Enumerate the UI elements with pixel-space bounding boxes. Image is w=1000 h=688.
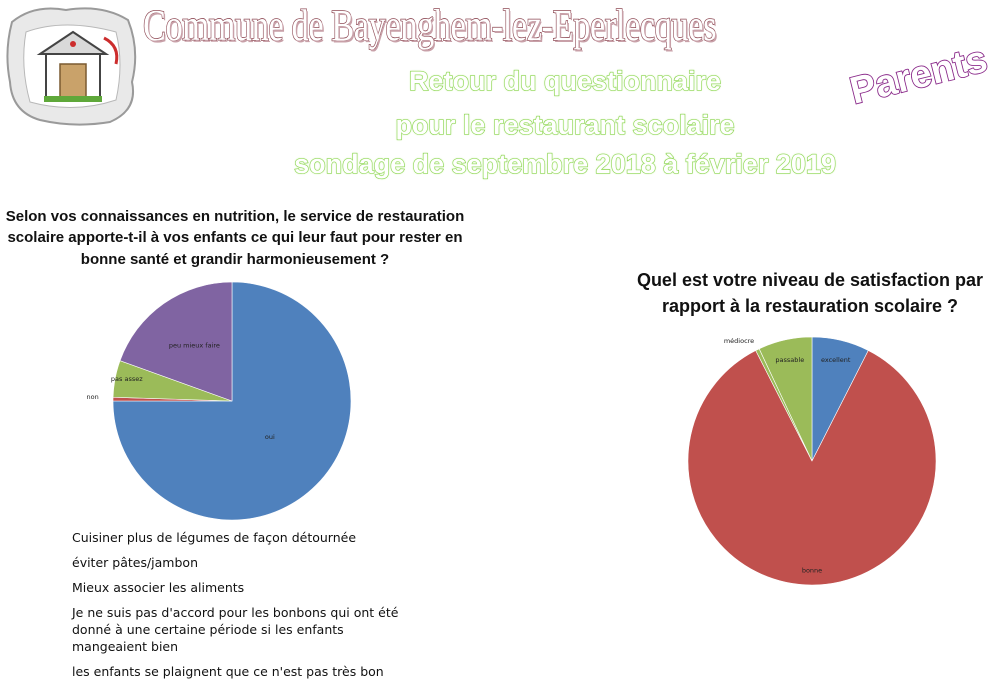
pie-label: médiocre <box>724 337 754 345</box>
comment-item: Je ne suis pas d'accord pour les bonbons… <box>72 605 399 654</box>
pie-slice-peu-mieux-faire <box>119 281 233 402</box>
survey-title-line-2: pour le restaurant scolaire <box>395 109 735 140</box>
satisfaction-pie-chart: excellent bonne médiocre passable <box>687 336 937 586</box>
chart2-title: Quel est votre niveau de satisfaction pa… <box>636 270 984 316</box>
pie-label: oui <box>265 433 275 441</box>
commune-title: Commune de Bayenghem-lez-Eperlecques <box>142 0 717 51</box>
comment-item: éviter pâtes/jambon <box>72 555 198 570</box>
pie-label: bonne <box>802 567 822 575</box>
audience-tag: Parents <box>845 37 992 113</box>
pie-slice-passable <box>758 336 813 462</box>
pie-label: excellent <box>821 356 851 364</box>
pie-label: peu mieux faire <box>169 341 220 349</box>
survey-title-line-3: sondage de septembre 2018 à février 2019 <box>293 148 836 179</box>
pie-label: pas assez <box>111 375 143 383</box>
nutrition-pie-chart: oui non pas assez peu mieux faire <box>87 281 352 521</box>
comment-item: Cuisiner plus de légumes de façon détour… <box>72 530 357 545</box>
comment-item: Mieux associer les aliments <box>72 580 245 595</box>
comment-item: les enfants se plaignent que ce n'est pa… <box>72 664 384 679</box>
chart1-title: Selon vos connaissances en nutrition, le… <box>5 208 465 268</box>
pie-label: non <box>87 393 99 401</box>
pie-slice-oui <box>112 281 352 521</box>
pie-slice-bonne <box>687 350 937 586</box>
pie-label: passable <box>775 356 804 364</box>
house-door <box>59 63 87 99</box>
comments-list: Cuisiner plus de légumes de façon détour… <box>72 529 402 688</box>
survey-title-line-1: Retour du questionnaire <box>408 65 722 96</box>
commune-logo <box>6 7 137 126</box>
